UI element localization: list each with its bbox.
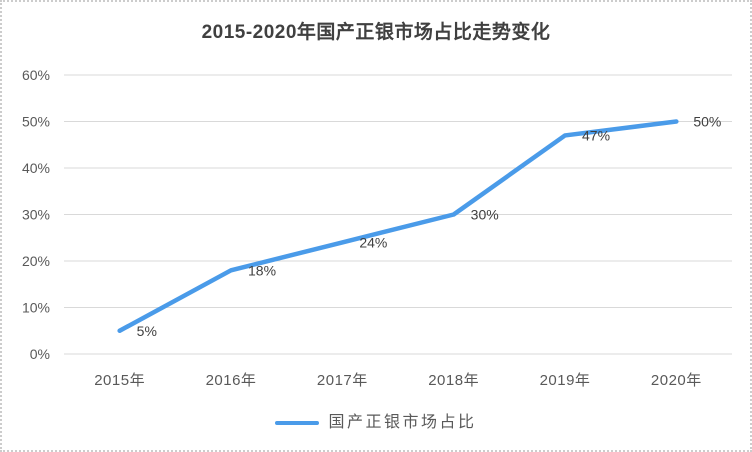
x-axis-label: 2015年 xyxy=(94,372,145,389)
legend-line-swatch xyxy=(275,421,320,425)
x-axis-label: 2017年 xyxy=(317,372,368,389)
x-axis-label: 2018年 xyxy=(428,372,479,389)
y-axis-label: 20% xyxy=(22,253,50,269)
y-axis-label: 60% xyxy=(22,67,50,83)
x-axis-label: 2019年 xyxy=(540,372,591,389)
y-axis-label: 10% xyxy=(22,300,50,316)
series-line xyxy=(117,119,679,333)
data-label: 24% xyxy=(359,234,387,250)
y-axis-label: 50% xyxy=(22,114,50,130)
data-label: 47% xyxy=(582,127,610,143)
data-label: 30% xyxy=(471,207,499,223)
y-axis-label: 0% xyxy=(30,346,50,362)
y-axis-label: 30% xyxy=(22,207,50,223)
chart-title: 2015-2020年国产正银市场占比走势变化 xyxy=(201,22,551,43)
data-label: 18% xyxy=(248,262,276,278)
data-label: 5% xyxy=(137,323,157,339)
x-axis-label: 2020年 xyxy=(651,372,702,389)
y-axis-label: 40% xyxy=(22,160,50,176)
legend: 国产正银市场占比 xyxy=(2,413,750,433)
legend-label: 国产正银市场占比 xyxy=(328,414,477,431)
data-label: 50% xyxy=(693,114,721,130)
x-axis-label: 2016年 xyxy=(206,372,257,389)
